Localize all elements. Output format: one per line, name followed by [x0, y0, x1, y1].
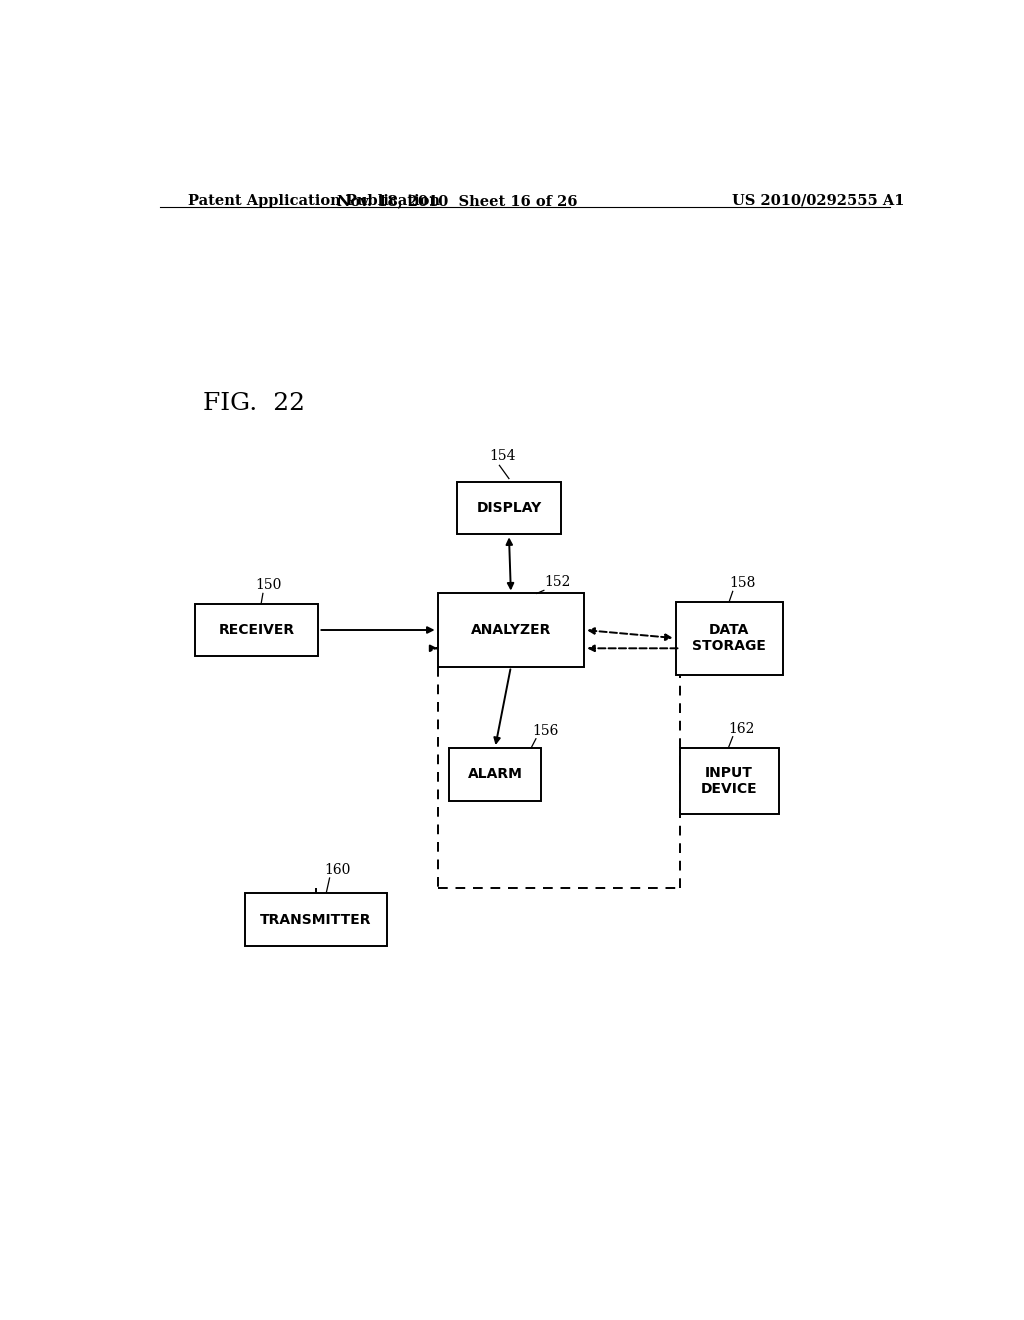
Text: Nov. 18, 2010  Sheet 16 of 26: Nov. 18, 2010 Sheet 16 of 26 — [337, 194, 578, 209]
Text: 154: 154 — [489, 449, 516, 463]
Bar — [437, 594, 585, 667]
Bar — [450, 748, 541, 801]
Text: 160: 160 — [324, 863, 350, 876]
Bar — [458, 482, 560, 535]
Text: TRANSMITTER: TRANSMITTER — [260, 912, 372, 927]
Bar — [246, 894, 387, 946]
Bar — [680, 748, 779, 814]
Text: DISPLAY: DISPLAY — [476, 502, 542, 515]
Text: 156: 156 — [532, 723, 559, 738]
Text: ANALYZER: ANALYZER — [471, 623, 551, 638]
Text: 162: 162 — [729, 722, 755, 735]
Bar — [196, 603, 318, 656]
Text: 158: 158 — [729, 577, 756, 590]
Text: ALARM: ALARM — [468, 767, 522, 781]
Text: 152: 152 — [545, 576, 571, 589]
Text: Patent Application Publication: Patent Application Publication — [187, 194, 439, 209]
Text: RECEIVER: RECEIVER — [219, 623, 295, 638]
Text: US 2010/0292555 A1: US 2010/0292555 A1 — [732, 194, 904, 209]
Text: INPUT
DEVICE: INPUT DEVICE — [700, 766, 758, 796]
Bar — [676, 602, 782, 675]
Text: DATA
STORAGE: DATA STORAGE — [692, 623, 766, 653]
Text: 150: 150 — [255, 578, 282, 593]
Text: FIG.  22: FIG. 22 — [204, 392, 305, 416]
